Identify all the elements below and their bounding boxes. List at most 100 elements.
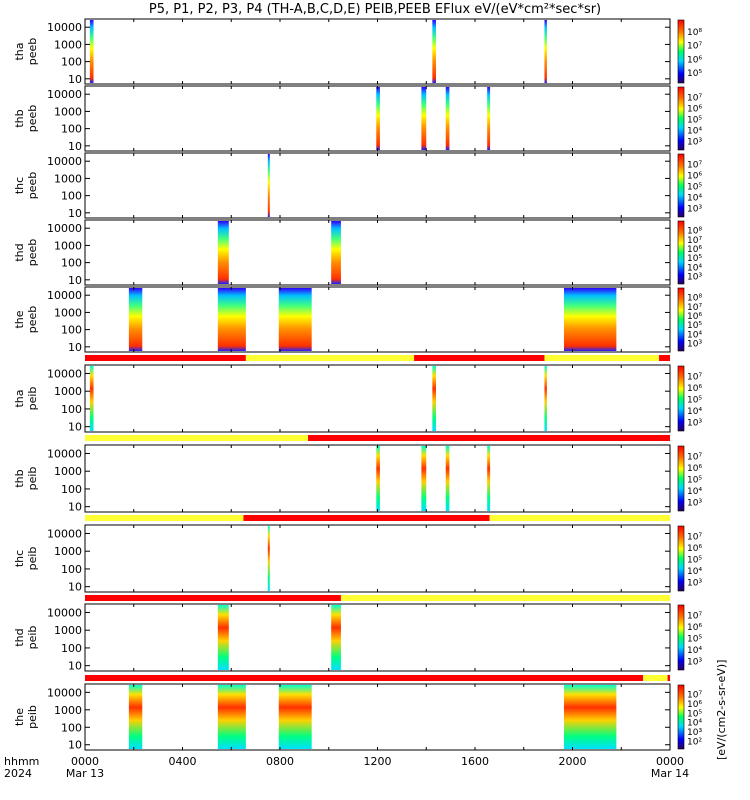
x-tick-label: 0800 [266, 755, 294, 768]
panel-probe-label: thd [13, 628, 26, 646]
y-tick-label: 100 [61, 56, 82, 69]
mode-bar-segment [85, 675, 644, 681]
colorbar-tick-label: 10⁷ [687, 303, 702, 313]
y-tick-label: 1000 [54, 385, 82, 398]
y-tick-label: 10 [68, 73, 82, 86]
colorbar-tick-label: 10⁴ [687, 194, 702, 204]
panel-instrument-label: peib [26, 387, 39, 411]
mode-bar-segment [85, 435, 309, 441]
colorbar [677, 365, 685, 432]
y-tick-label: 100 [61, 190, 82, 203]
colorbar-tick-label: 10⁷ [687, 691, 702, 701]
panel-instrument-label: peeb [26, 172, 39, 200]
x-axis-label-year: 2024 [4, 767, 32, 780]
y-tick-label: 1000 [54, 239, 82, 252]
burst-thb-peib-0 [376, 446, 380, 511]
burst-tha-peib-2 [544, 366, 547, 431]
y-tick-label: 10 [68, 421, 82, 434]
burst-thb-peeb-2 [445, 87, 450, 150]
mode-bar-segment [643, 675, 668, 681]
burst-thd-peib-0 [217, 605, 229, 670]
y-tick-label: 1000 [54, 172, 82, 185]
colorbar-tick-label: 10⁶ [687, 245, 702, 255]
colorbar-tick-label: 10³ [687, 728, 702, 738]
colorbar [677, 19, 685, 84]
colorbar [677, 153, 685, 218]
panel-frame [84, 524, 671, 593]
colorbar-label: [eV/(cm2-s-sr-eV)] [715, 660, 728, 760]
mode-bar-segment [308, 435, 670, 441]
panel-instrument-label: peib [26, 705, 39, 729]
figure-title: P5, P1, P2, P3, P4 (TH-A,B,C,D,E) PEIB,P… [149, 2, 601, 17]
colorbar-tick-label: 10⁴ [687, 719, 702, 729]
colorbar-tick-label: 10⁶ [687, 172, 702, 182]
y-tick-label: 10 [68, 140, 82, 153]
colorbar-tick-label: 10³ [687, 418, 702, 428]
colorbar [677, 445, 685, 512]
panel-probe-label: the [13, 310, 26, 328]
x-tick-label: 0000 [71, 755, 99, 768]
y-tick-label: 100 [61, 642, 82, 655]
colorbar-tick-label: 10⁵ [687, 556, 702, 566]
burst-the-peib-3 [563, 685, 617, 749]
colorbar-tick-label: 10⁵ [687, 396, 702, 406]
y-tick-label: 1000 [54, 704, 82, 717]
panel-instrument-label: peeb [26, 239, 39, 267]
colorbar-tick-label: 10⁴ [687, 487, 702, 497]
colorbar-tick-label: 10⁶ [687, 700, 702, 710]
panel-instrument-label: peib [26, 626, 39, 650]
colorbar-tick-label: 10⁴ [687, 407, 702, 417]
burst-the-peeb-0 [128, 288, 143, 351]
colorbar-tick-label: 10³ [687, 657, 702, 667]
x-tick-label: 1200 [364, 755, 392, 768]
burst-the-peib-2 [278, 685, 312, 749]
y-tick-label: 10 [68, 207, 82, 220]
y-tick-label: 10000 [47, 289, 82, 302]
y-tick-label: 100 [61, 403, 82, 416]
colorbar [677, 220, 685, 285]
burst-thd-peeb-0 [217, 221, 229, 284]
burst-tha-peeb-2 [544, 20, 547, 83]
y-tick-label: 1000 [54, 465, 82, 478]
colorbar-tick-label: 10³ [687, 578, 702, 588]
colorbar-tick-label: 10⁸ [687, 227, 702, 237]
panel-frame [84, 603, 671, 672]
mode-bar-segment [544, 355, 660, 361]
burst-tha-peeb-0 [89, 20, 94, 83]
burst-thb-peib-2 [445, 446, 450, 511]
panel-frame [84, 219, 671, 286]
y-tick-label: 1000 [54, 105, 82, 118]
colorbar-tick-label: 10⁷ [687, 161, 702, 171]
burst-the-peeb-2 [278, 288, 312, 351]
panel-probe-label: tha [13, 389, 26, 407]
burst-tha-peib-1 [432, 366, 436, 431]
mode-bar-segment [245, 355, 415, 361]
x-tick-label: 0000 [656, 755, 684, 768]
colorbar-tick-label: 10⁷ [687, 453, 702, 463]
y-tick-label: 10 [68, 341, 82, 354]
burst-thd-peeb-1 [331, 221, 341, 284]
y-tick-label: 100 [61, 324, 82, 337]
burst-thb-peib-1 [421, 446, 427, 511]
burst-thb-peeb-3 [487, 87, 491, 150]
y-tick-label: 1000 [54, 38, 82, 51]
colorbar-tick-label: 10⁵ [687, 254, 702, 264]
panel-instrument-label: peeb [26, 306, 39, 334]
burst-the-peib-0 [128, 685, 143, 749]
x-tick-label: 0400 [169, 755, 197, 768]
panel-probe-label: thd [13, 243, 26, 261]
colorbar [677, 86, 685, 151]
colorbar-tick-label: 10⁴ [687, 567, 702, 577]
panel-frame [84, 364, 671, 433]
colorbar-tick-label: 10² [687, 737, 702, 747]
colorbar-tick-label: 10⁷ [687, 42, 702, 52]
burst-the-peib-1 [217, 685, 246, 749]
panel-frame [84, 152, 671, 219]
colorbar-tick-label: 10⁶ [687, 544, 702, 554]
